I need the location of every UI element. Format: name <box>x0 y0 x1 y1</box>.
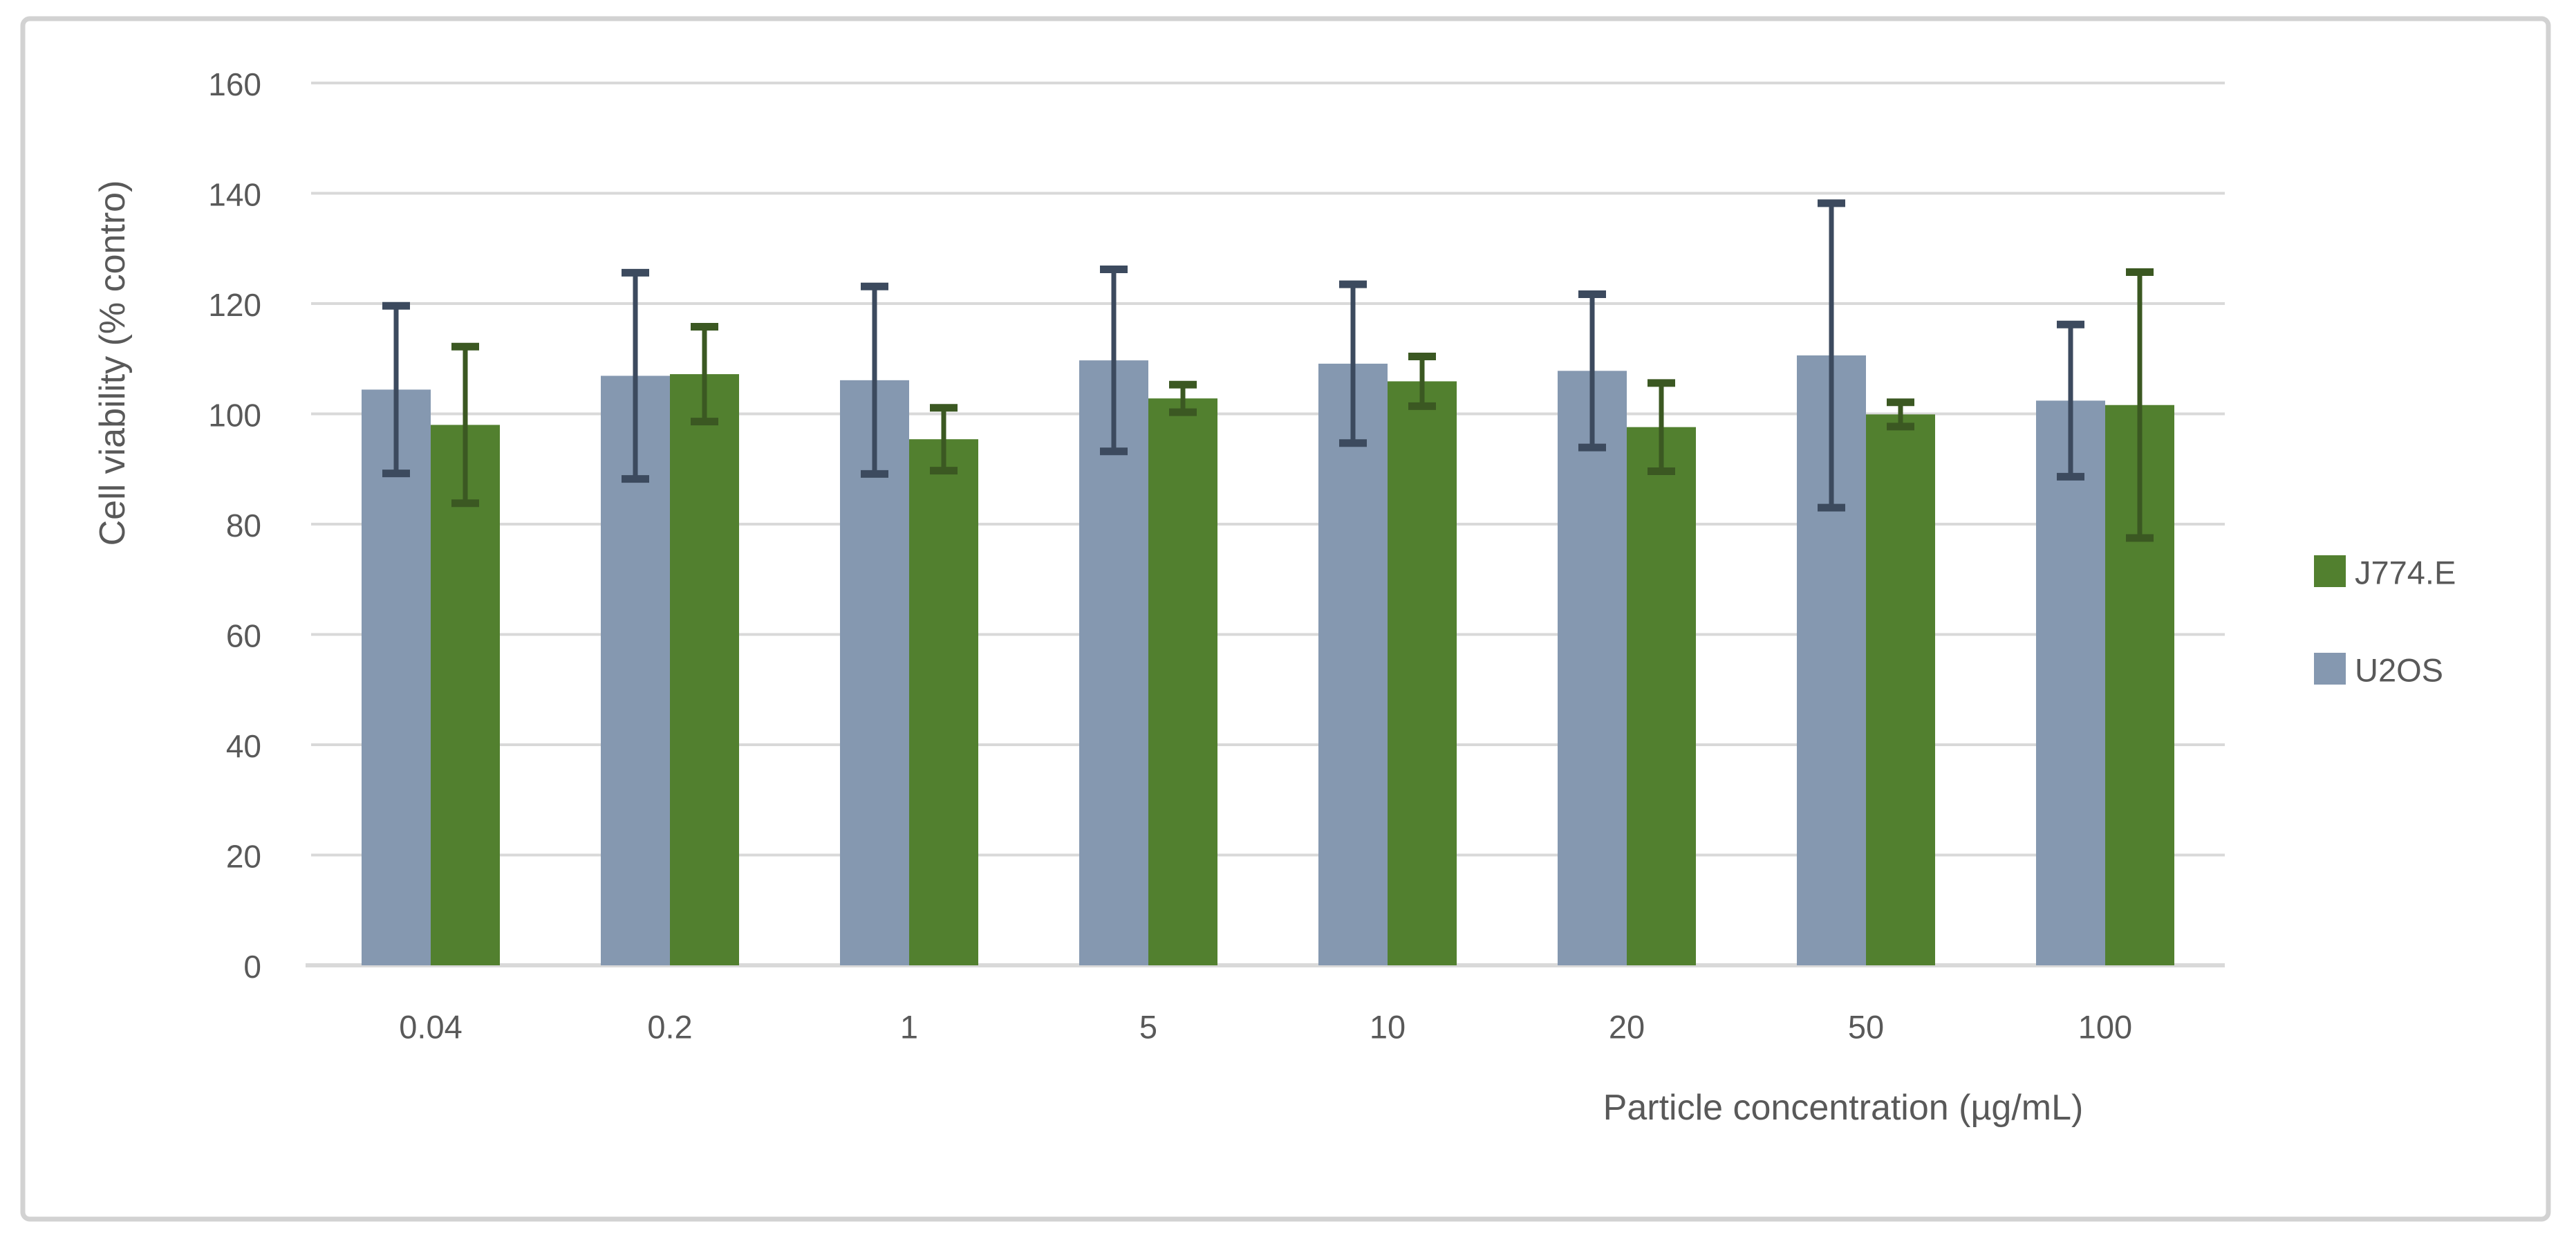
legend-item-U2OS: U2OS <box>2314 652 2443 689</box>
bar-U2OS-20 <box>1558 371 1627 965</box>
y-tick-label-100: 100 <box>208 398 261 434</box>
legend: J774.E U2OS <box>2314 555 2456 689</box>
bars <box>362 355 2174 965</box>
bar-J774.E-10 <box>1388 381 1457 965</box>
error-bar-U2OS-20 <box>1578 290 1606 452</box>
bar-J774.E-5 <box>1148 398 1217 965</box>
legend-item-J774.E: J774.E <box>2314 555 2456 591</box>
y-tick-label-140: 140 <box>208 177 261 213</box>
bar-U2OS-100 <box>2036 400 2105 965</box>
bar-J774.E-0.04 <box>431 425 500 965</box>
x-axis-title: Particle concentration (µg/mL) <box>1603 1088 2084 1128</box>
bar-U2OS-0.04 <box>362 389 431 965</box>
y-axis-title: Cell viability (% contro) <box>93 180 133 546</box>
y-tick-label-0: 0 <box>243 949 261 985</box>
error-bar-U2OS-0.04 <box>382 301 410 478</box>
error-bar-J774.E-10 <box>1408 353 1436 410</box>
x-tick-label-10: 10 <box>1370 1009 1406 1046</box>
error-bar-J774.E-5 <box>1169 380 1197 416</box>
y-tick-label-40: 40 <box>226 728 261 764</box>
x-tick-label-20: 20 <box>1609 1009 1645 1046</box>
x-tick-label-50: 50 <box>1848 1009 1884 1046</box>
bar-J774.E-20 <box>1627 427 1696 965</box>
error-bars <box>382 199 2154 542</box>
legend-swatch-J774.E <box>2314 555 2346 587</box>
y-tick-label-160: 160 <box>208 66 261 102</box>
legend-label-U2OS: U2OS <box>2355 652 2443 689</box>
x-tick-label-1: 1 <box>900 1009 918 1046</box>
bar-U2OS-5 <box>1079 360 1148 965</box>
bar-J774.E-1 <box>909 439 978 965</box>
y-tick-label-80: 80 <box>226 508 261 544</box>
legend-label-J774.E: J774.E <box>2355 555 2456 591</box>
error-bar-U2OS-5 <box>1100 266 1128 456</box>
y-tick-label-120: 120 <box>208 287 261 323</box>
legend-swatch-U2OS <box>2314 653 2346 685</box>
y-axis-tick-labels: 0 20 40 60 80 100 120 140 160 <box>208 66 261 985</box>
bar-J774.E-50 <box>1866 414 1935 965</box>
error-bar-J774.E-50 <box>1887 398 1914 431</box>
x-tick-label-0.2: 0.2 <box>647 1009 692 1046</box>
error-bar-U2OS-0.2 <box>622 268 649 483</box>
x-tick-label-0.04: 0.04 <box>399 1009 462 1046</box>
error-bar-J774.E-0.2 <box>691 322 718 426</box>
error-bar-J774.E-100 <box>2126 268 2154 542</box>
error-bar-J774.E-0.04 <box>451 342 479 508</box>
x-tick-label-100: 100 <box>2078 1009 2132 1046</box>
y-tick-label-60: 60 <box>226 618 261 654</box>
bar-J774.E-0.2 <box>670 374 739 965</box>
error-bar-J774.E-1 <box>930 404 958 475</box>
error-bar-U2OS-100 <box>2057 320 2084 481</box>
x-tick-label-5: 5 <box>1139 1009 1157 1046</box>
y-tick-label-20: 20 <box>226 839 261 875</box>
error-bar-U2OS-50 <box>1818 199 1845 512</box>
bar-U2OS-10 <box>1318 363 1388 965</box>
error-bar-J774.E-20 <box>1648 379 1675 475</box>
error-bar-U2OS-10 <box>1339 280 1367 447</box>
x-axis-tick-labels: 0.04 0.2 1 5 10 20 50 100 <box>399 1009 2132 1046</box>
error-bar-U2OS-1 <box>861 282 888 478</box>
